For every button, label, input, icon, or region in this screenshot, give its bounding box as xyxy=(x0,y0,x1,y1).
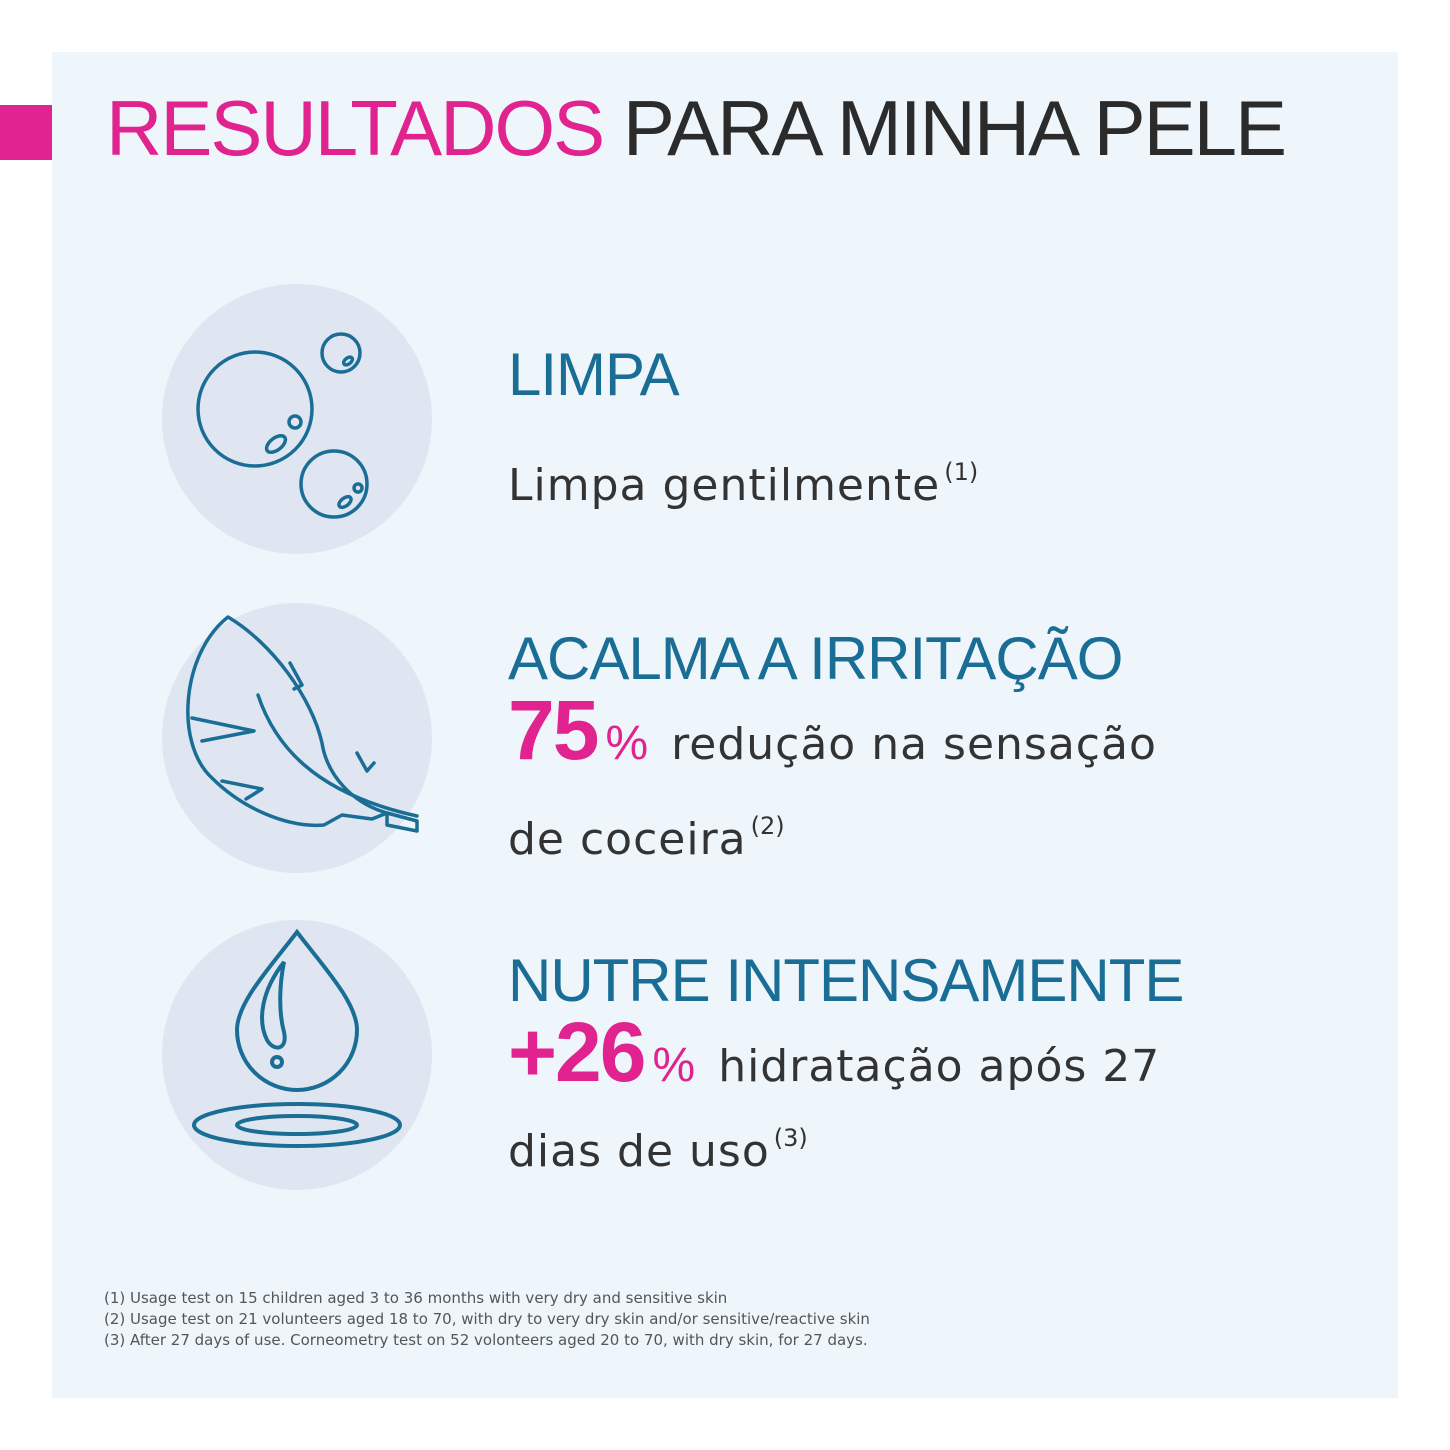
footnote-ref: (3) xyxy=(773,1124,808,1152)
benefit-description-line1: hidratação após 27 xyxy=(718,1041,1161,1092)
benefit-description-line2: de coceira xyxy=(508,814,747,865)
stat-unit: % xyxy=(605,717,650,770)
footnotes: (1) Usage test on 15 children aged 3 to … xyxy=(104,1288,870,1351)
footnote-ref: (1) xyxy=(944,458,979,486)
benefit-text-nourishes: +26% hidratação após 27 xyxy=(508,1010,1161,1099)
title-rest: PARA MINHA PELE xyxy=(622,84,1287,172)
benefit-text-soothes-line2: de coceira (2) xyxy=(508,794,785,872)
water-drop-icon xyxy=(192,928,402,1148)
feather-icon xyxy=(186,615,419,833)
footnote-ref: (2) xyxy=(750,812,785,840)
benefit-text-cleans: Limpa gentilmente (1) xyxy=(508,440,978,518)
page-title: RESULTADOS PARA MINHA PELE xyxy=(106,84,1287,172)
benefit-text-nourishes-line2: dias de uso (3) xyxy=(508,1106,808,1184)
footnote-1: (1) Usage test on 15 children aged 3 to … xyxy=(104,1289,728,1307)
title-highlight: RESULTADOS xyxy=(106,84,605,172)
footnote-3: (3) After 27 days of use. Corneometry te… xyxy=(104,1331,868,1349)
benefit-description-line1: redução na sensação xyxy=(671,719,1157,770)
stat-value: +26 xyxy=(508,1005,646,1099)
benefit-heading-cleans: LIMPA xyxy=(508,341,680,408)
footnote-2: (2) Usage test on 21 volunteers aged 18 … xyxy=(104,1310,870,1328)
stat-value: 75 xyxy=(508,683,599,777)
benefit-text-soothes: 75% redução na sensação xyxy=(508,688,1157,777)
benefit-heading-nourishes: NUTRE INTENSAMENTE xyxy=(508,947,1184,1014)
bubbles-icon xyxy=(196,332,369,519)
feather-icon-background xyxy=(162,603,432,873)
stat-unit: % xyxy=(652,1039,697,1092)
accent-bar xyxy=(0,105,52,160)
benefit-description-line2: dias de uso xyxy=(508,1126,770,1177)
bubbles-icon-background xyxy=(162,284,432,554)
benefit-heading-soothes: ACALMA A IRRITAÇÃO xyxy=(508,625,1123,692)
benefit-description: Limpa gentilmente xyxy=(508,460,941,511)
